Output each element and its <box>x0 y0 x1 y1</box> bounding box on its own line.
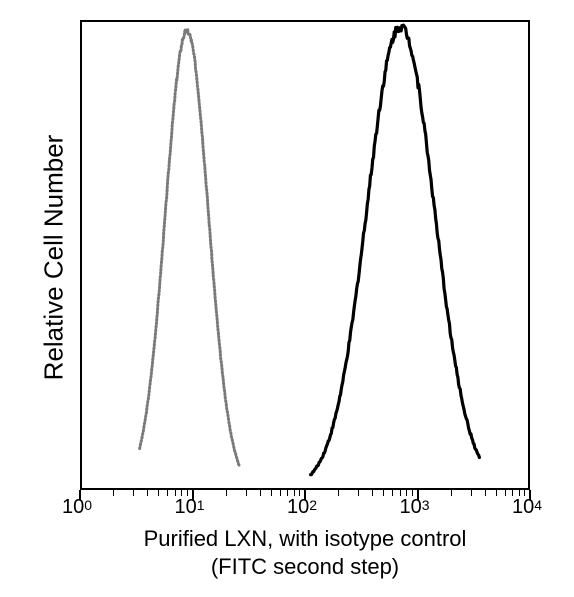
x-minor-tick-mark <box>158 490 159 496</box>
x-minor-tick-mark <box>167 490 168 496</box>
x-tick-mark <box>417 490 419 500</box>
series-isotype-control <box>140 29 240 467</box>
x-minor-tick-mark <box>338 490 339 496</box>
x-tick-label: 103 <box>400 496 430 519</box>
x-minor-tick-mark <box>133 490 134 496</box>
x-minor-tick-mark <box>406 490 407 496</box>
x-minor-tick-mark <box>400 490 401 496</box>
x-tick-label: 104 <box>512 496 542 519</box>
x-minor-tick-mark <box>519 490 520 496</box>
x-minor-tick-mark <box>524 490 525 496</box>
x-minor-tick-mark <box>299 490 300 496</box>
x-minor-tick-mark <box>471 490 472 496</box>
x-minor-tick-mark <box>485 490 486 496</box>
x-axis-label-line2: (FITC second step) <box>80 554 530 580</box>
x-minor-tick-mark <box>358 490 359 496</box>
x-minor-tick-mark <box>383 490 384 496</box>
series-lxn-stained <box>311 25 480 475</box>
x-tick-label: 102 <box>287 496 317 519</box>
x-minor-tick-mark <box>294 490 295 496</box>
x-minor-tick-mark <box>372 490 373 496</box>
x-minor-tick-mark <box>226 490 227 496</box>
x-tick-mark <box>192 490 194 500</box>
x-minor-tick-mark <box>181 490 182 496</box>
y-axis-label: Relative Cell Number <box>39 118 70 398</box>
x-minor-tick-mark <box>187 490 188 496</box>
x-minor-tick-mark <box>147 490 148 496</box>
x-tick-mark <box>529 490 531 500</box>
x-axis-label-line1: Purified LXN, with isotype control <box>80 526 530 552</box>
x-minor-tick-mark <box>505 490 506 496</box>
x-minor-tick-mark <box>246 490 247 496</box>
x-minor-tick-mark <box>271 490 272 496</box>
x-minor-tick-mark <box>451 490 452 496</box>
x-minor-tick-mark <box>496 490 497 496</box>
x-minor-tick-mark <box>392 490 393 496</box>
x-minor-tick-mark <box>113 490 114 496</box>
x-minor-tick-mark <box>512 490 513 496</box>
x-minor-tick-mark <box>260 490 261 496</box>
x-tick-label: 101 <box>175 496 205 519</box>
x-minor-tick-mark <box>280 490 281 496</box>
x-minor-tick-mark <box>175 490 176 496</box>
x-tick-mark <box>79 490 81 500</box>
x-minor-tick-mark <box>287 490 288 496</box>
histogram-chart: Relative Cell Number Purified LXN, with … <box>0 0 574 597</box>
x-minor-tick-mark <box>412 490 413 496</box>
x-tick-label: 100 <box>62 496 92 519</box>
x-tick-mark <box>304 490 306 500</box>
